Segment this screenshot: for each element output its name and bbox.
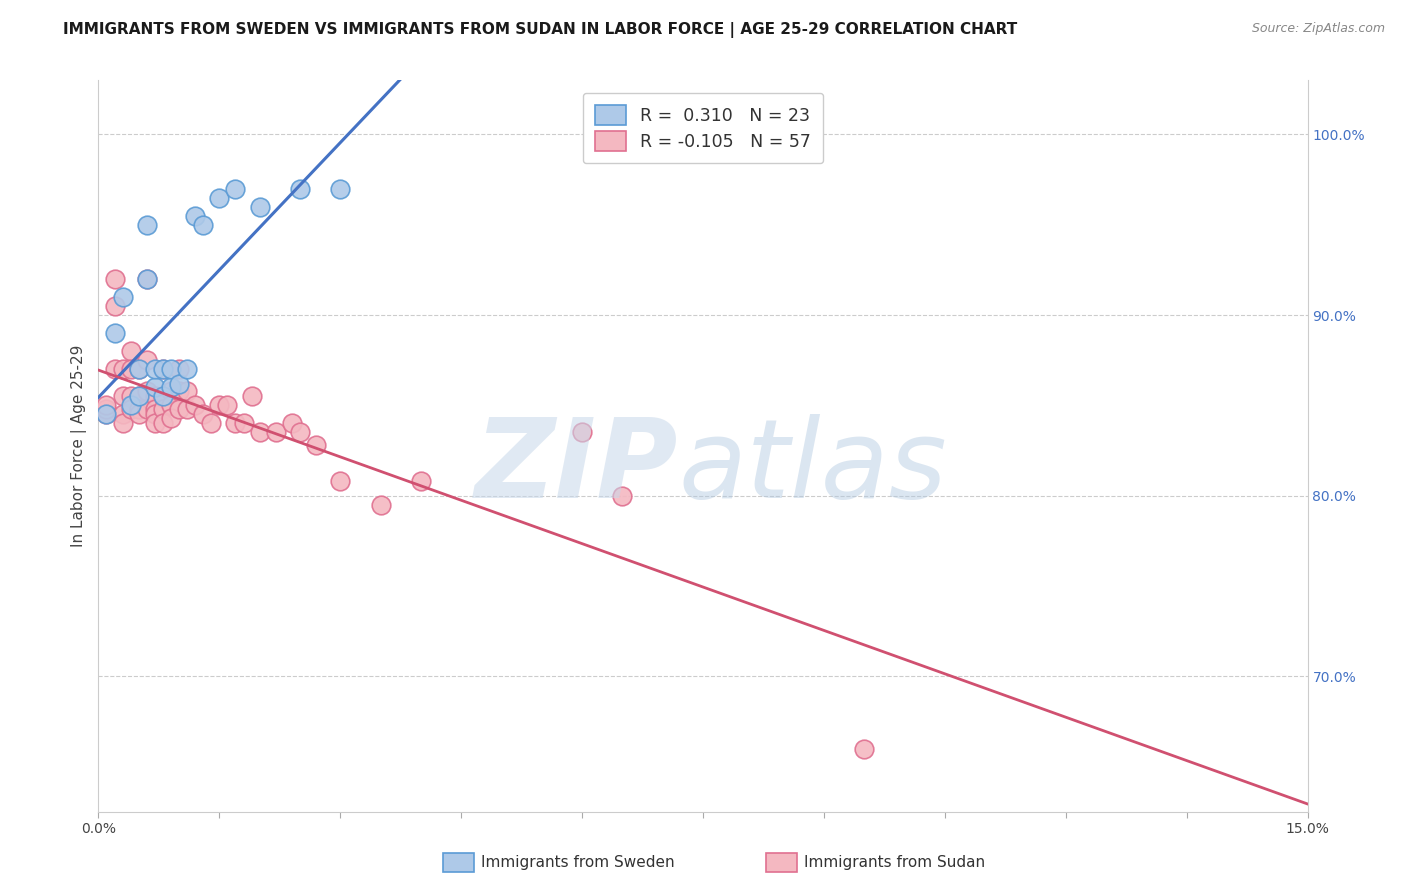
Point <box>96 398 118 412</box>
Point <box>135 218 157 232</box>
Point <box>143 401 166 416</box>
Point <box>103 299 125 313</box>
Point <box>288 181 311 195</box>
Point <box>853 741 876 756</box>
Point <box>135 401 157 416</box>
Text: IMMIGRANTS FROM SWEDEN VS IMMIGRANTS FROM SUDAN IN LABOR FORCE | AGE 25-29 CORRE: IMMIGRANTS FROM SWEDEN VS IMMIGRANTS FRO… <box>63 22 1018 38</box>
Point <box>128 389 150 403</box>
Point <box>120 398 142 412</box>
Point <box>152 389 174 403</box>
Point <box>120 389 142 403</box>
Point <box>612 489 634 503</box>
Point <box>143 362 166 376</box>
Point <box>152 389 174 403</box>
Point <box>96 401 118 416</box>
Point <box>128 401 150 416</box>
Point <box>152 362 174 376</box>
Point <box>120 362 142 376</box>
Point <box>167 376 190 391</box>
Point <box>288 425 311 440</box>
Point <box>152 362 174 376</box>
Point <box>128 389 150 403</box>
Point <box>208 191 231 205</box>
Legend: R =  0.310   N = 23, R = -0.105   N = 57: R = 0.310 N = 23, R = -0.105 N = 57 <box>583 93 823 163</box>
Point <box>128 408 150 422</box>
Text: atlas: atlas <box>679 415 948 522</box>
Point <box>217 398 239 412</box>
Point <box>111 290 134 304</box>
Point <box>281 417 304 431</box>
Point <box>370 498 392 512</box>
Point <box>96 408 118 422</box>
Point <box>184 209 207 223</box>
Point <box>193 408 215 422</box>
Point <box>224 417 246 431</box>
Point <box>135 353 157 368</box>
Point <box>135 384 157 398</box>
Text: Source: ZipAtlas.com: Source: ZipAtlas.com <box>1251 22 1385 36</box>
Point <box>409 474 432 488</box>
Point <box>249 425 271 440</box>
Point <box>143 417 166 431</box>
Text: ZIP: ZIP <box>475 415 679 522</box>
Point <box>128 362 150 376</box>
Point <box>160 411 183 425</box>
Point <box>135 272 157 286</box>
Point <box>224 181 246 195</box>
Point <box>143 380 166 394</box>
Point <box>176 384 198 398</box>
Point <box>120 344 142 359</box>
Point <box>135 272 157 286</box>
Point <box>160 398 183 412</box>
Point <box>120 401 142 416</box>
Point <box>111 389 134 403</box>
Text: Immigrants from Sudan: Immigrants from Sudan <box>804 855 986 870</box>
Point <box>571 425 593 440</box>
Point <box>176 362 198 376</box>
Point <box>329 474 352 488</box>
Point <box>208 398 231 412</box>
Point <box>143 389 166 403</box>
Point <box>160 384 183 398</box>
Point <box>111 408 134 422</box>
Point <box>193 218 215 232</box>
Point <box>264 425 287 440</box>
Point <box>152 417 174 431</box>
Point <box>103 326 125 340</box>
Point <box>152 401 174 416</box>
Point <box>249 200 271 214</box>
Point <box>111 362 134 376</box>
Point <box>176 401 198 416</box>
Point <box>128 362 150 376</box>
Text: Immigrants from Sweden: Immigrants from Sweden <box>481 855 675 870</box>
Point <box>167 362 190 376</box>
Point <box>103 272 125 286</box>
Point <box>184 398 207 412</box>
Point <box>232 417 254 431</box>
Point <box>96 408 118 422</box>
Point <box>111 417 134 431</box>
Point <box>143 408 166 422</box>
Point <box>160 362 183 376</box>
Point <box>103 362 125 376</box>
Point <box>167 384 190 398</box>
Point <box>240 389 263 403</box>
Point <box>305 438 328 452</box>
Point <box>329 181 352 195</box>
Point <box>167 401 190 416</box>
Point <box>200 417 222 431</box>
Point <box>160 380 183 394</box>
Y-axis label: In Labor Force | Age 25-29: In Labor Force | Age 25-29 <box>72 345 87 547</box>
